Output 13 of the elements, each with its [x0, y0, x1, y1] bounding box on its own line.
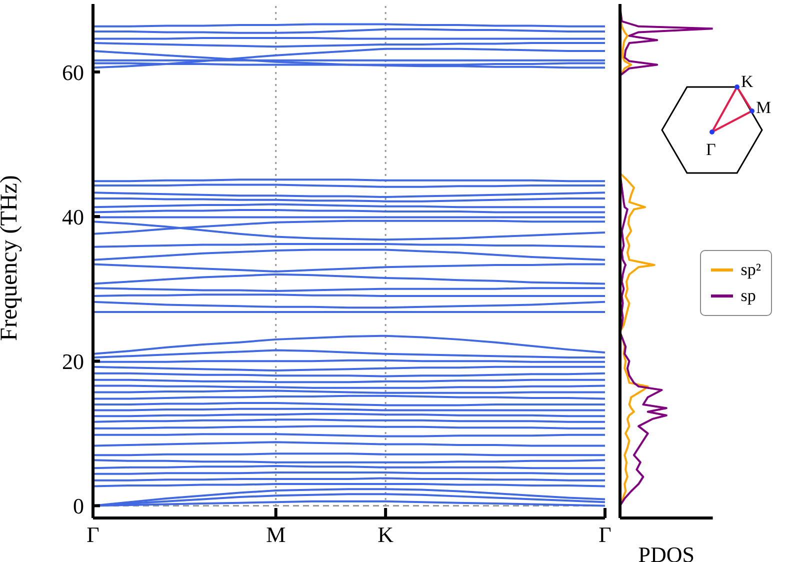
legend-label: sp² — [740, 259, 761, 281]
x-tick-label: Γ — [86, 522, 100, 547]
legend-label: sp — [740, 285, 756, 307]
y-tick-label: 40 — [62, 204, 84, 230]
annotation: Γ — [706, 140, 716, 159]
x-tick-label: Γ — [598, 522, 612, 547]
y-tick-label: 20 — [62, 349, 84, 374]
x-tick-label: K — [378, 522, 394, 547]
y-tick-label: 0 — [73, 494, 84, 519]
y-axis-title: Frequency (THz) — [0, 175, 23, 341]
x-tick-label: M — [266, 522, 286, 547]
x-axis-title: PDOS — [638, 542, 695, 562]
y-tick-label: 60 — [62, 60, 84, 85]
